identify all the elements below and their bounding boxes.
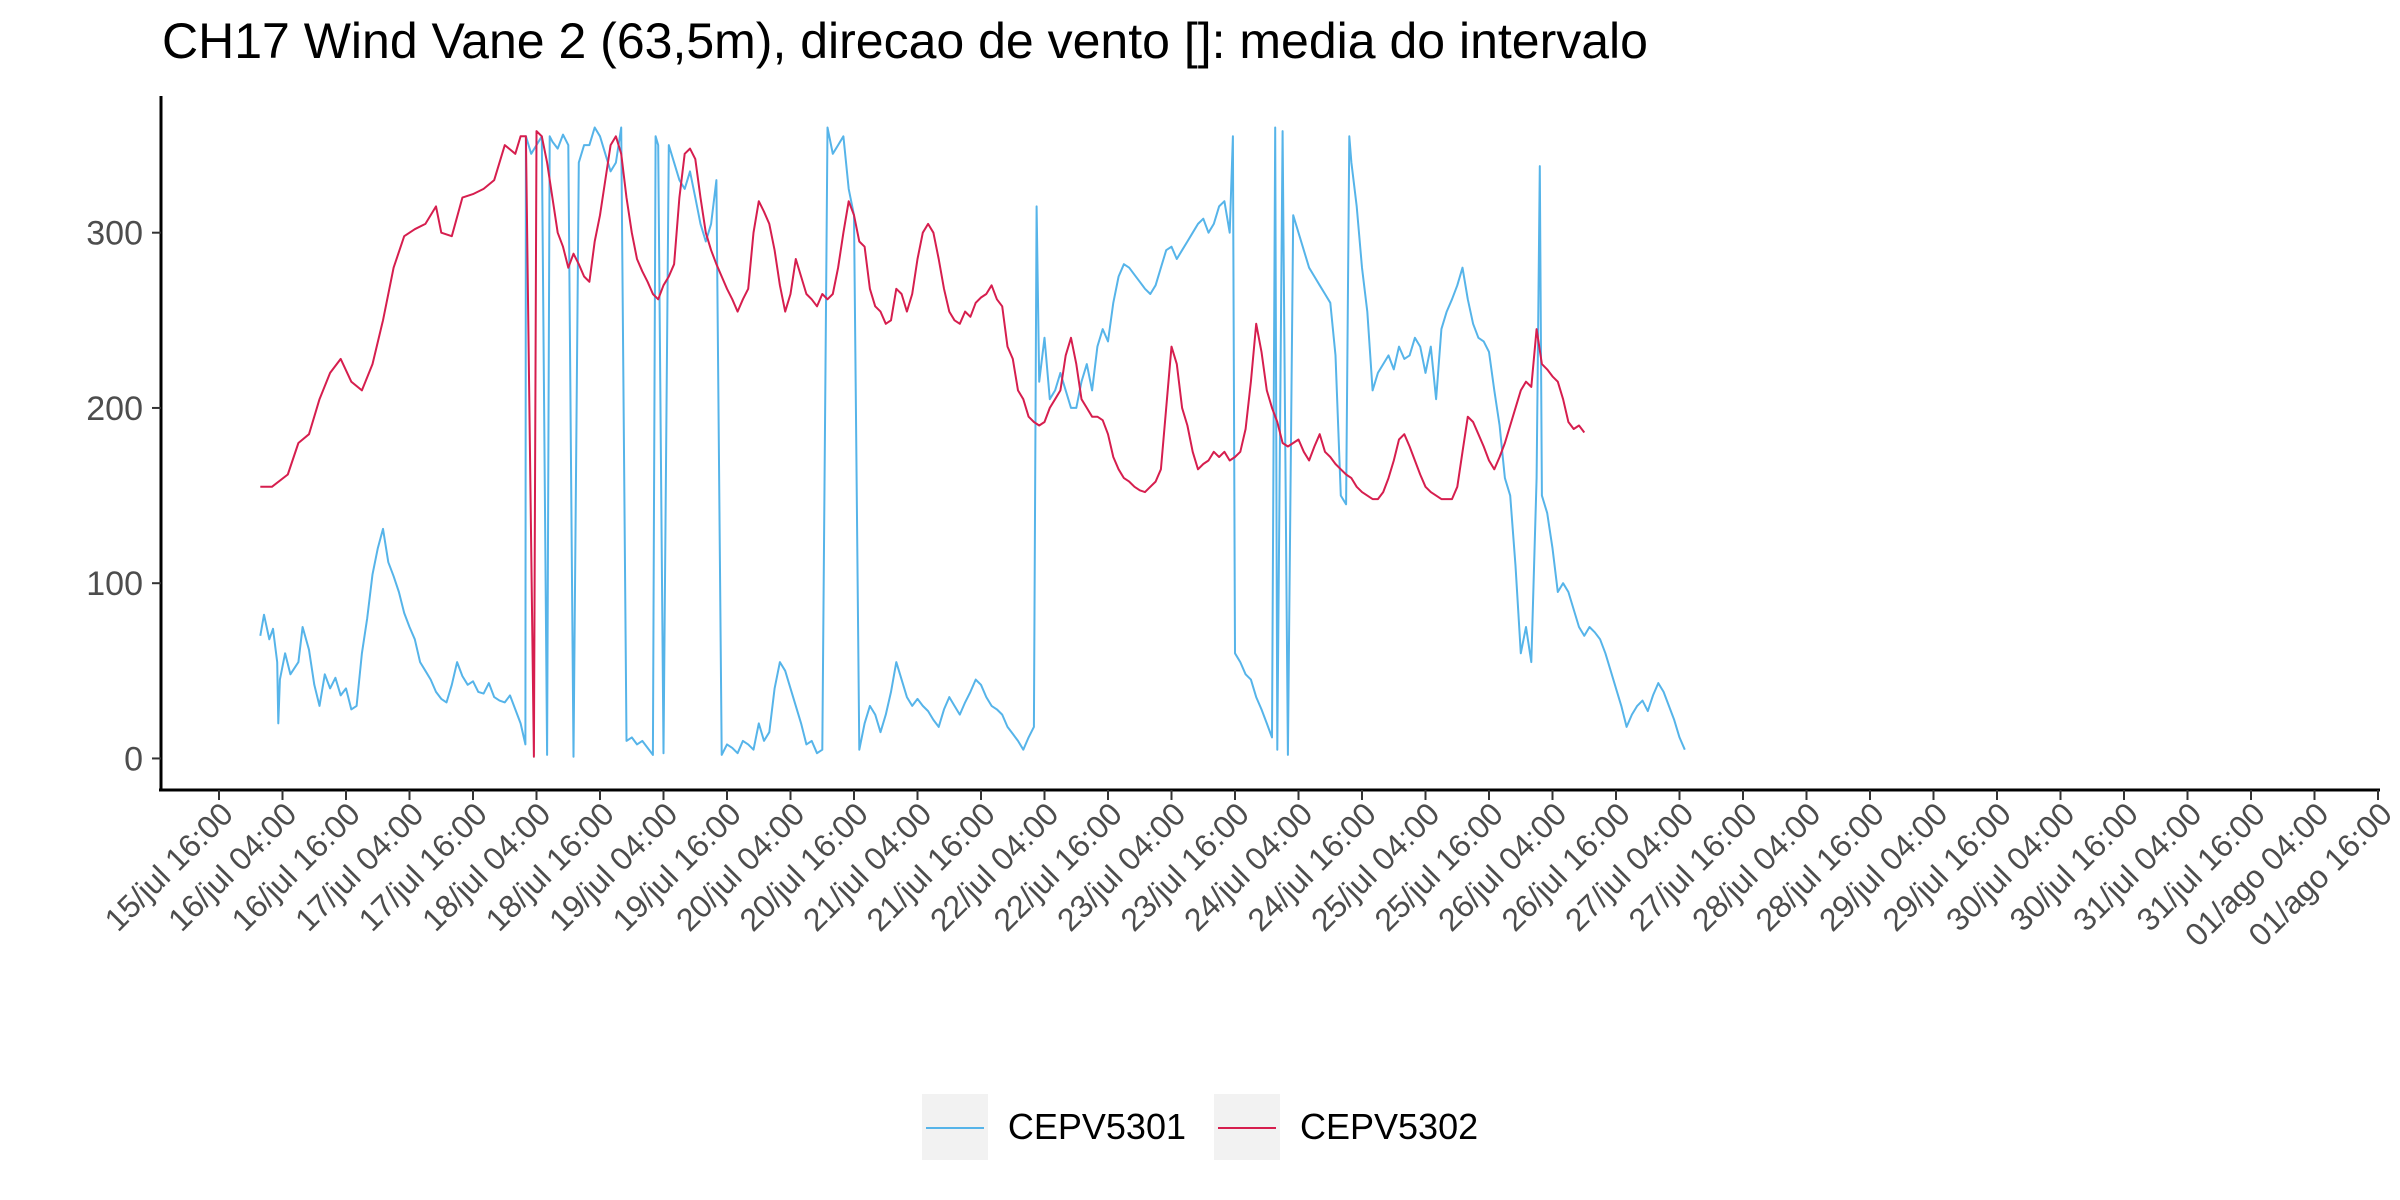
- series-line-cepv5301: [259, 126, 1686, 758]
- y-axis-ticks: 0 100 200 300: [86, 215, 161, 778]
- legend-key-line: [1218, 1127, 1276, 1129]
- legend-label: CEPV5301: [1007, 1106, 1186, 1147]
- legend: CEPV5301 CEPV5302: [0, 1091, 2400, 1163]
- legend-key: [921, 1094, 988, 1160]
- legend-key-line: [925, 1127, 984, 1129]
- chart-title: CH17 Wind Vane 2 (63,5m), direcao de ven…: [162, 13, 1648, 69]
- y-tick-label: 200: [86, 390, 143, 428]
- y-tick-label: 300: [86, 215, 143, 253]
- legend-entry-cepv5301: CEPV5301: [921, 1094, 1186, 1160]
- legend-entry-cepv5302: CEPV5302: [1214, 1094, 1478, 1160]
- series-layer: [259, 126, 1686, 758]
- legend-label: CEPV5302: [1300, 1106, 1479, 1147]
- legend-key: [1214, 1094, 1280, 1160]
- y-tick-label: 100: [86, 565, 143, 603]
- y-tick-label: 0: [124, 740, 143, 778]
- series-line-cepv5302: [260, 130, 1586, 758]
